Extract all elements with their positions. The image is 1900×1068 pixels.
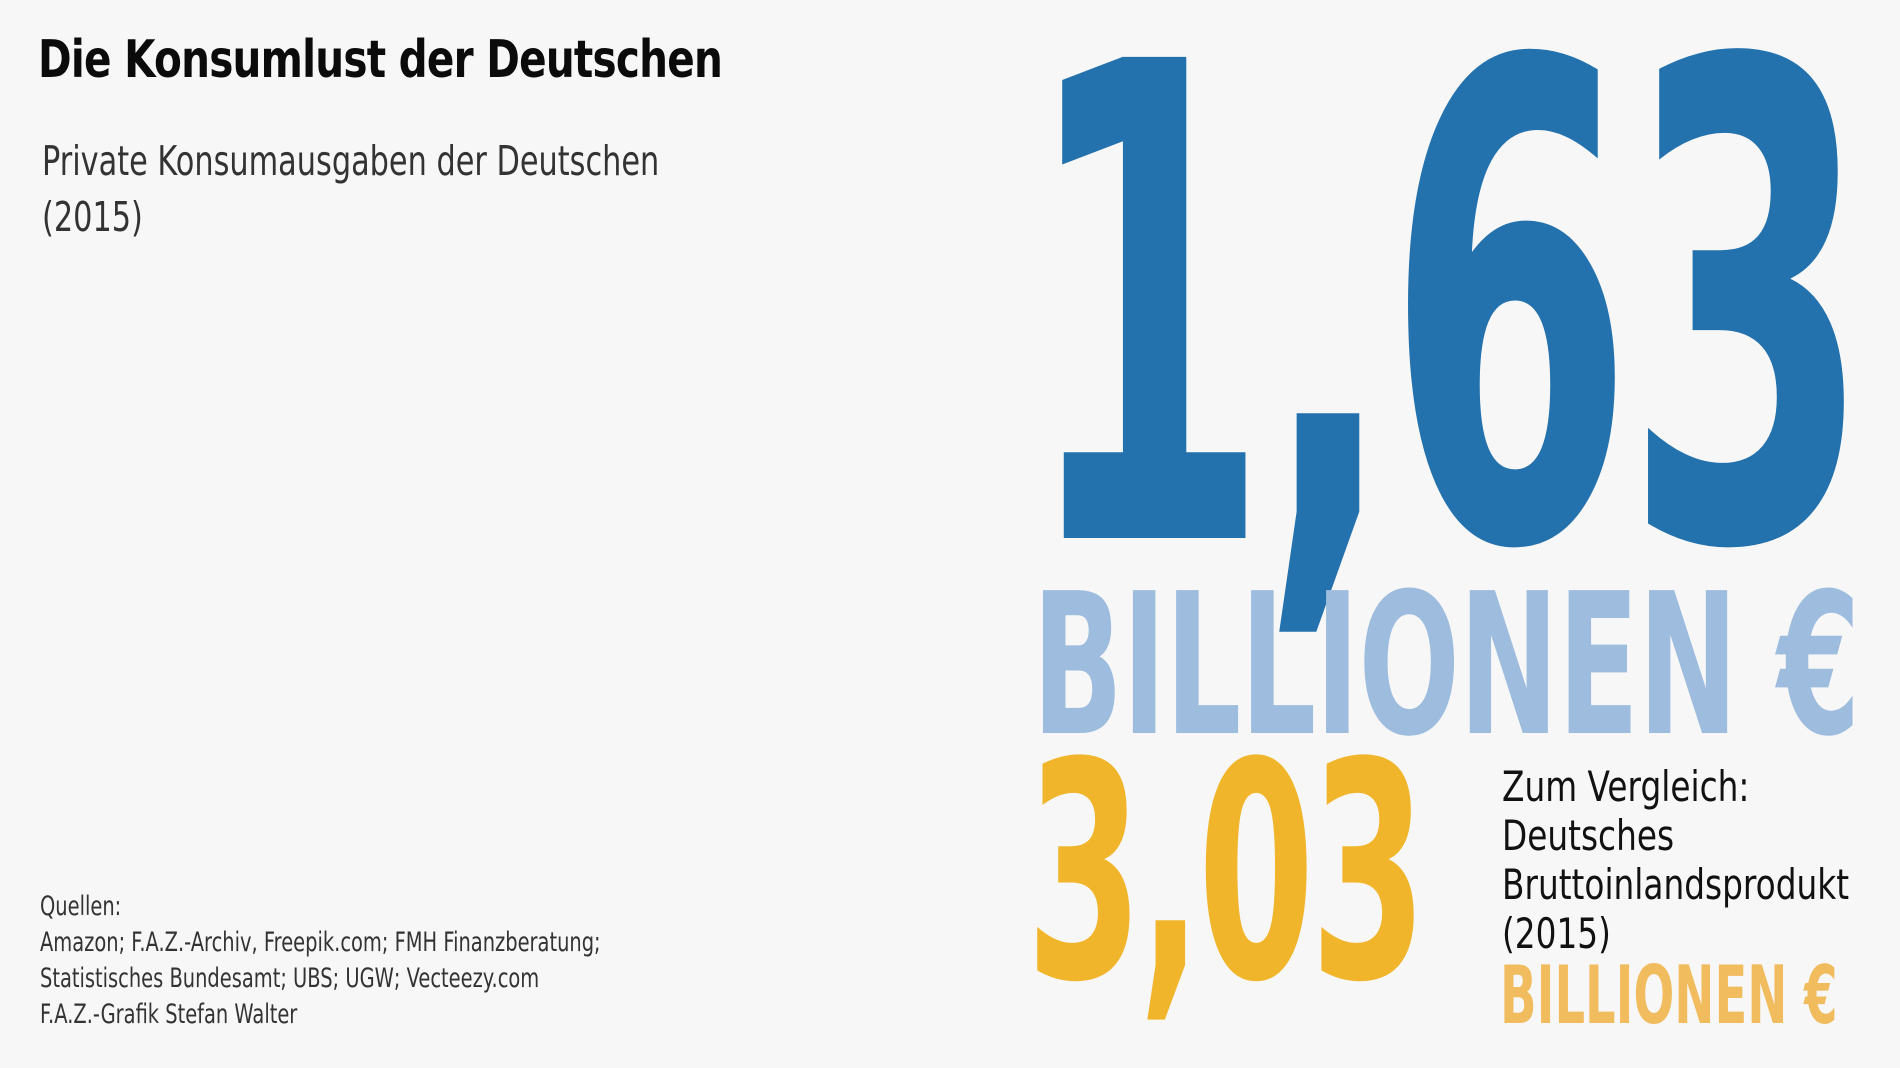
comparison-unit: BILLIONEN € xyxy=(1500,949,1838,1042)
subtitle-line-1: Private Konsumausgaben der Deutschen xyxy=(42,137,660,185)
comparison-label-line-1: Zum Vergleich: xyxy=(1502,762,1750,811)
credit-line: F.A.Z.-Grafik Stefan Walter xyxy=(40,999,298,1030)
subtitle-line-2: (2015) xyxy=(42,193,143,241)
subtitle: Private Konsumausgaben der Deutschen (20… xyxy=(42,133,659,245)
sources-line-1: Amazon; F.A.Z.-Archiv, Freepik.com; FMH … xyxy=(40,927,601,958)
comparison-label: Zum Vergleich: Deutsches Bruttoinlandspr… xyxy=(1502,762,1849,958)
comparison-label-line-2: Deutsches xyxy=(1502,811,1675,860)
comparison-value: 3,03 xyxy=(1026,699,1427,1048)
sources-line-2: Statistisches Bundesamt; UBS; UGW; Vecte… xyxy=(40,963,540,994)
sources-heading: Quellen: xyxy=(40,891,122,922)
main-figure-unit: BILLIONEN € xyxy=(1032,552,1861,780)
page-title: Die Konsumlust der Deutschen xyxy=(38,30,723,90)
main-figure-value: 1,63 xyxy=(1022,0,1872,694)
comparison-label-line-4: (2015) xyxy=(1502,909,1611,958)
comparison-label-line-3: Bruttoinlandsprodukt xyxy=(1502,860,1850,909)
sources: Quellen: Amazon; F.A.Z.-Archiv, Freepik.… xyxy=(40,889,601,1033)
